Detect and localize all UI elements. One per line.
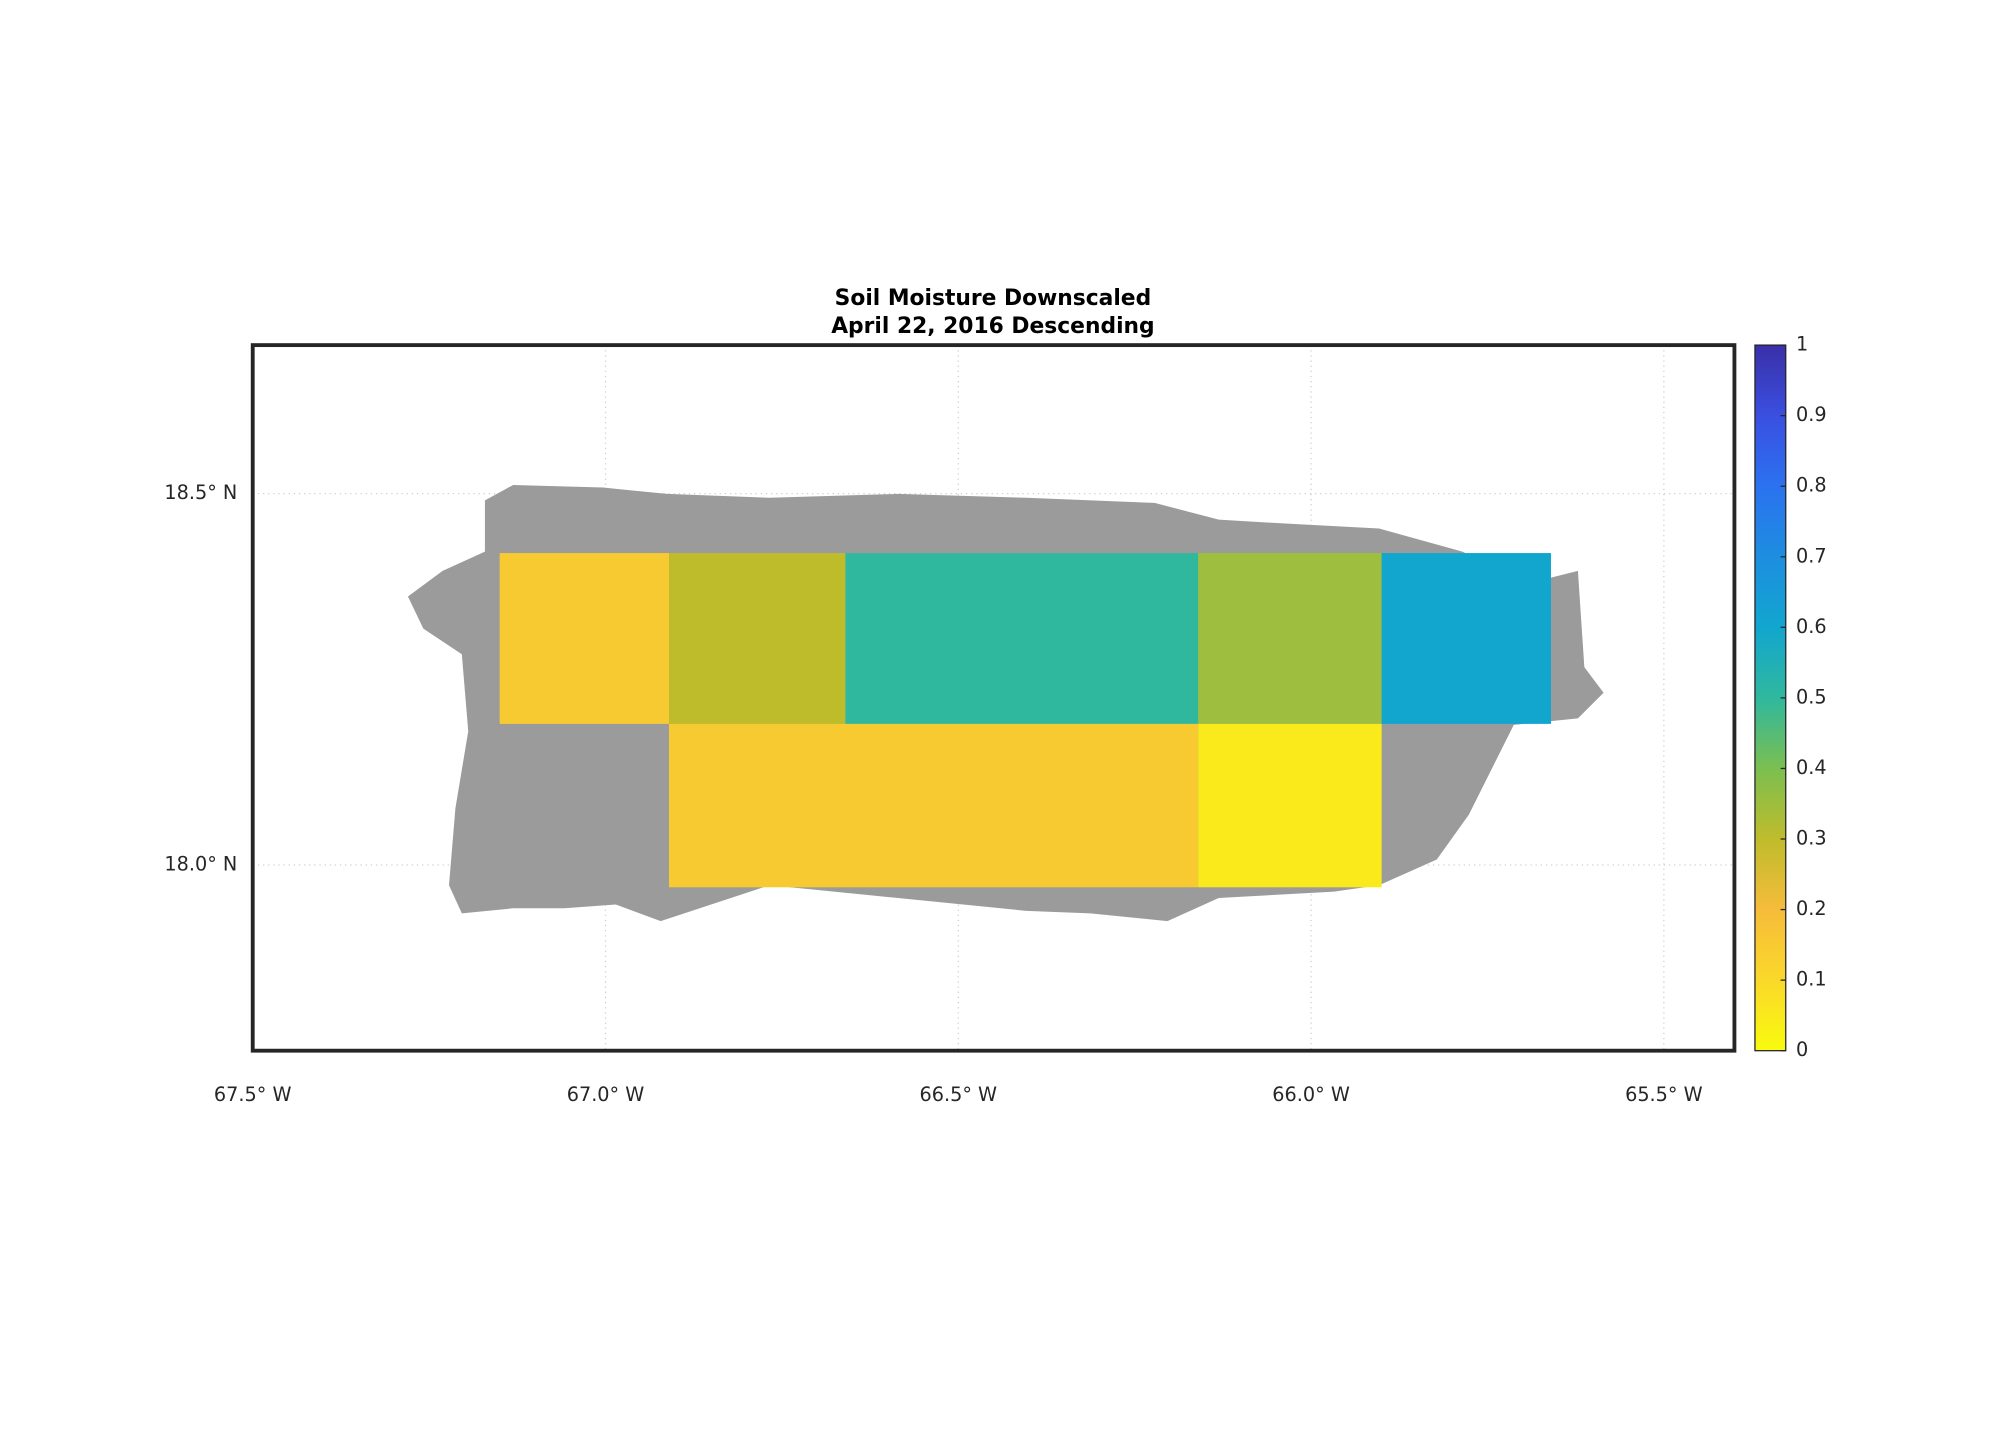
colorbar-tick-label: 0.4 [1796,756,1827,779]
colorbar-tick-label: 0.3 [1796,827,1827,850]
x-tick-label: 65.5° W [1625,1083,1703,1106]
x-tick-label: 66.0° W [1272,1083,1350,1106]
colorbar-tick-label: 0 [1796,1038,1808,1061]
map-title: Soil Moisture Downscaled [835,286,1152,311]
colorbar-tick-label: 0.9 [1796,403,1827,426]
colorbar-tick-label: 0.7 [1796,544,1827,567]
colorbar-tick-label: 1 [1796,333,1808,356]
colorbar-tick-label: 0.1 [1796,968,1827,991]
soil-moisture-tile [669,553,846,724]
soil-moisture-tile [499,553,670,724]
soil-moisture-tile [845,553,1199,724]
y-tick-label: 18.0° N [164,853,237,876]
map-subtitle: April 22, 2016 Descending [831,314,1154,339]
y-tick-label: 18.5° N [164,481,237,504]
soil-moisture-tile [1198,723,1382,888]
x-tick-label: 67.0° W [567,1083,645,1106]
soil-moisture-tile [1198,553,1382,724]
colorbar-tick-label: 0.8 [1796,474,1827,497]
tiles [499,553,1551,888]
x-tick-label: 66.5° W [920,1083,998,1106]
colorbar-tick-label: 0.6 [1796,615,1827,638]
soil-moisture-tile [669,723,1199,888]
colorbar-tick-label: 0.2 [1796,897,1827,920]
colorbar-tick-label: 0.5 [1796,685,1827,708]
soil-moisture-tile [1381,553,1551,724]
axes-frame [250,343,1737,1053]
x-tick-label: 67.5° W [214,1083,292,1106]
